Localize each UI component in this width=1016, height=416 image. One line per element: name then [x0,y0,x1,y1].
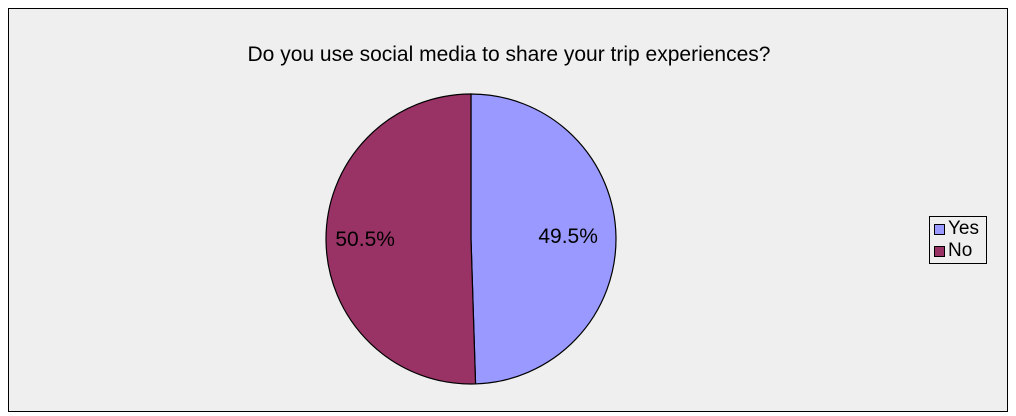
legend-label-no: No [948,240,973,261]
pie-slice-yes [470,93,617,385]
legend-swatch-yes [934,223,945,235]
pie-slice-no [325,93,477,385]
legend-item-yes: Yes [930,218,986,240]
legend-item-no: No [930,240,986,262]
data-label-yes: 49.5% [538,225,598,248]
legend-label-yes: Yes [948,218,979,239]
data-label-no: 50.5% [335,228,395,251]
chart-title: Do you use social media to share your tr… [247,43,771,66]
pie-chart: 49.5% 50.5% [325,93,617,385]
chart-area: Do you use social media to share your tr… [8,8,1008,412]
legend: Yes No [929,216,987,264]
legend-swatch-no [934,245,945,257]
